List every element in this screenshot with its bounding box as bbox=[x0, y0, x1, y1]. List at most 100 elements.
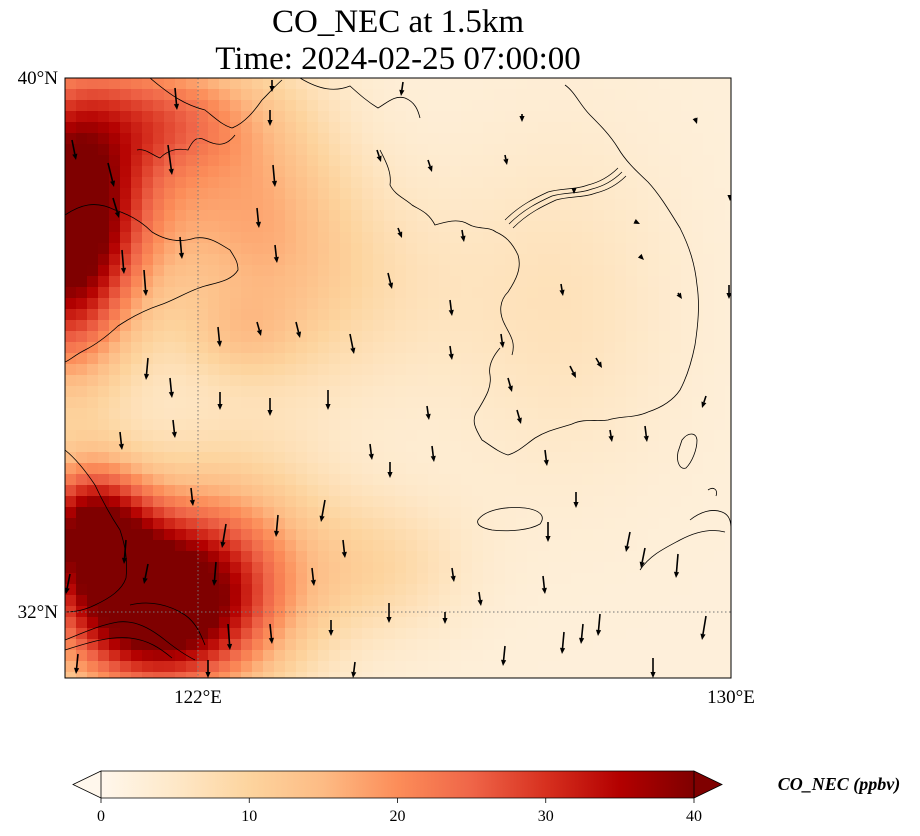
field-cell bbox=[527, 243, 539, 255]
field-cell bbox=[637, 419, 649, 431]
field-cell bbox=[549, 78, 561, 90]
field-cell bbox=[87, 452, 99, 464]
field-cell bbox=[109, 320, 121, 332]
field-cell bbox=[692, 672, 704, 678]
field-cell bbox=[153, 89, 165, 101]
field-cell bbox=[703, 551, 715, 563]
field-cell bbox=[175, 408, 187, 420]
field-cell bbox=[263, 507, 275, 519]
field-cell bbox=[571, 177, 583, 189]
field-cell bbox=[483, 584, 495, 596]
wind-arrow bbox=[425, 405, 431, 420]
field-cell bbox=[186, 672, 198, 678]
field-cell bbox=[472, 100, 484, 112]
field-cell bbox=[461, 243, 473, 255]
field-cell bbox=[494, 111, 506, 123]
field-cell bbox=[626, 243, 638, 255]
field-cell bbox=[417, 507, 429, 519]
field-cell bbox=[307, 188, 319, 200]
field-cell bbox=[175, 133, 187, 145]
field-cell bbox=[626, 320, 638, 332]
field-cell bbox=[318, 397, 330, 409]
field-cell bbox=[109, 507, 121, 519]
field-cell bbox=[593, 287, 605, 299]
field-cell bbox=[615, 606, 627, 618]
field-cell bbox=[285, 364, 297, 376]
field-cell bbox=[87, 342, 99, 354]
field-cell bbox=[252, 331, 264, 343]
field-cell bbox=[274, 650, 286, 662]
field-cell bbox=[450, 133, 462, 145]
field-cell bbox=[428, 474, 440, 486]
field-cell bbox=[296, 672, 308, 678]
field-cell bbox=[428, 342, 440, 354]
field-cell bbox=[87, 232, 99, 244]
field-cell bbox=[406, 375, 418, 387]
field-cell bbox=[87, 210, 99, 222]
field-cell bbox=[340, 518, 352, 530]
field-cell bbox=[395, 243, 407, 255]
field-cell bbox=[604, 551, 616, 563]
field-cell bbox=[725, 364, 731, 376]
field-cell bbox=[153, 661, 165, 673]
field-cell bbox=[76, 287, 88, 299]
field-cell bbox=[219, 628, 231, 640]
field-cell bbox=[186, 111, 198, 123]
field-cell bbox=[87, 254, 99, 266]
field-cell bbox=[98, 188, 110, 200]
field-cell bbox=[164, 298, 176, 310]
field-cell bbox=[65, 639, 77, 651]
field-cell bbox=[703, 254, 715, 266]
field-cell bbox=[153, 144, 165, 156]
field-cell bbox=[659, 375, 671, 387]
wind-vectors bbox=[65, 80, 731, 678]
field-cell bbox=[681, 144, 693, 156]
field-cell bbox=[285, 441, 297, 453]
field-cell bbox=[340, 166, 352, 178]
field-cell bbox=[681, 89, 693, 101]
field-cell bbox=[164, 430, 176, 442]
wind-arrow bbox=[477, 591, 483, 606]
field-cell bbox=[670, 166, 682, 178]
field-cell bbox=[538, 353, 550, 365]
field-cell bbox=[681, 562, 693, 574]
field-cell bbox=[65, 617, 77, 629]
field-cell bbox=[494, 331, 506, 343]
field-cell bbox=[571, 144, 583, 156]
field-cell bbox=[98, 617, 110, 629]
field-cell bbox=[450, 463, 462, 475]
field-cell bbox=[219, 562, 231, 574]
wind-arrow bbox=[543, 449, 549, 466]
field-cell bbox=[175, 89, 187, 101]
field-cell bbox=[670, 397, 682, 409]
field-cell bbox=[153, 672, 165, 678]
field-cell bbox=[296, 628, 308, 640]
field-cell bbox=[76, 375, 88, 387]
field-cell bbox=[186, 661, 198, 673]
field-cell bbox=[516, 320, 528, 332]
field-cell bbox=[153, 595, 165, 607]
field-cell bbox=[131, 485, 143, 497]
field-cell bbox=[549, 397, 561, 409]
field-cell bbox=[417, 254, 429, 266]
field-cell bbox=[131, 441, 143, 453]
field-cell bbox=[208, 287, 220, 299]
field-cell bbox=[230, 584, 242, 596]
field-cell bbox=[417, 606, 429, 618]
field-cell bbox=[285, 672, 297, 678]
field-cell bbox=[329, 199, 341, 211]
field-cell bbox=[549, 661, 561, 673]
field-cell bbox=[527, 672, 539, 678]
field-cell bbox=[329, 144, 341, 156]
field-cell bbox=[263, 529, 275, 541]
field-cell bbox=[692, 617, 704, 629]
field-cell bbox=[197, 210, 209, 222]
field-cell bbox=[76, 441, 88, 453]
field-cell bbox=[131, 540, 143, 552]
field-cell bbox=[527, 111, 539, 123]
field-cell bbox=[65, 287, 77, 299]
field-cell bbox=[450, 485, 462, 497]
field-cell bbox=[461, 133, 473, 145]
field-cell bbox=[208, 100, 220, 112]
field-cell bbox=[142, 650, 154, 662]
